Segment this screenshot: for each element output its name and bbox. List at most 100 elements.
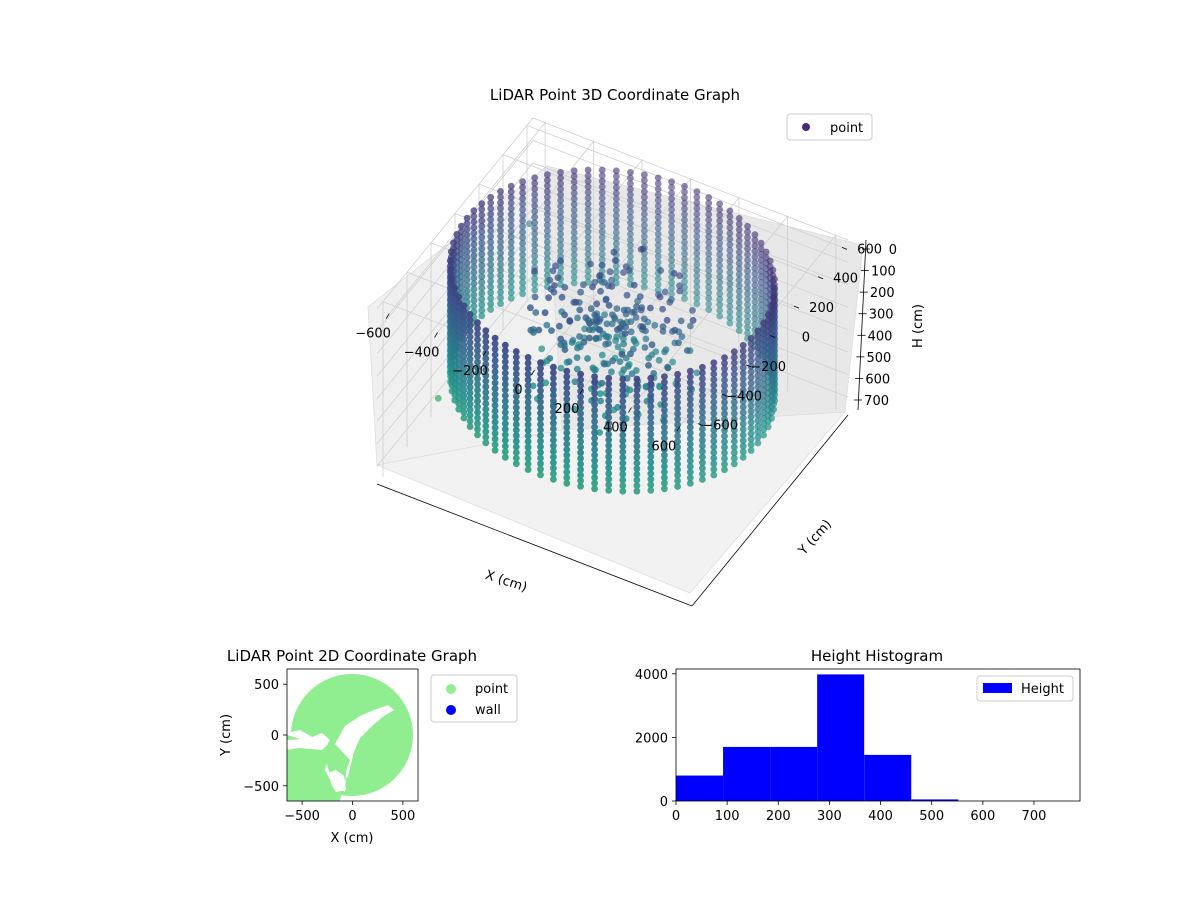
point-1286 <box>699 453 706 461</box>
point-911 <box>754 366 762 374</box>
point-1717 <box>524 387 532 395</box>
point-1412 <box>661 463 668 470</box>
point-919 <box>754 411 762 419</box>
point-1553 <box>482 383 490 391</box>
point-1312 <box>686 367 694 375</box>
point-1731 <box>524 466 532 473</box>
point-96 <box>705 261 713 269</box>
y-axis-line <box>691 414 849 607</box>
point-1437 <box>460 414 468 422</box>
point-807 <box>609 311 616 318</box>
y-tick-6 <box>841 246 848 250</box>
point-1438 <box>647 374 655 382</box>
point-34 <box>668 251 675 259</box>
point-1609 <box>591 390 598 397</box>
point-1479 <box>466 423 474 430</box>
point-335 <box>570 273 578 281</box>
point-44 <box>693 199 701 207</box>
point-918 <box>754 405 762 413</box>
point-914 <box>754 383 762 391</box>
point-156 <box>627 219 634 227</box>
point-1671 <box>512 359 520 367</box>
point-1514 <box>474 392 481 399</box>
point-361 <box>557 185 564 193</box>
hist-x-tick-label-2: 200 <box>766 809 791 824</box>
point-102 <box>705 295 713 302</box>
point-1329 <box>686 463 694 470</box>
point-830 <box>470 297 478 304</box>
point-975 <box>747 374 755 381</box>
point-1507 <box>474 352 481 360</box>
point-662 <box>487 233 495 241</box>
point-603 <box>497 266 504 274</box>
point-913 <box>754 377 762 385</box>
point-980 <box>747 402 755 409</box>
point-547 <box>507 255 515 263</box>
point-212 <box>735 220 743 228</box>
point-1629 <box>501 352 509 360</box>
point-988 <box>747 447 755 454</box>
point-1327 <box>686 451 694 459</box>
point-1587 <box>491 345 499 353</box>
point-1606 <box>591 373 598 380</box>
plot-area-2d <box>287 674 413 801</box>
point-1721 <box>524 410 532 417</box>
point-1395 <box>455 405 463 413</box>
point-579 <box>598 261 606 269</box>
point-316 <box>570 167 578 175</box>
point-1521 <box>474 431 481 439</box>
point-1212 <box>710 432 718 440</box>
point-477 <box>531 252 539 260</box>
point-862 <box>597 287 604 295</box>
point-1141 <box>527 326 535 334</box>
point-283 <box>584 217 592 224</box>
point-217 <box>735 248 743 256</box>
point-1413 <box>661 468 668 476</box>
point-835 <box>760 319 767 327</box>
point-891 <box>463 259 471 267</box>
point-1502 <box>474 324 481 332</box>
point-1210 <box>710 421 718 428</box>
point-348 <box>757 301 765 309</box>
point-65 <box>654 185 662 193</box>
point-1478 <box>466 417 474 425</box>
point-1537 <box>619 459 627 467</box>
point-271 <box>744 323 751 331</box>
point-1711 <box>524 354 532 361</box>
point-124 <box>641 277 648 285</box>
y-tick-label-4: 200 <box>809 301 834 316</box>
point-1168 <box>721 371 728 378</box>
point-1611 <box>591 401 598 408</box>
point-211 <box>735 215 743 222</box>
point-1489 <box>633 426 641 433</box>
point-362 <box>557 191 564 199</box>
point-1639 <box>501 409 509 416</box>
point-1067 <box>626 386 634 394</box>
y-tick-3 <box>769 335 776 338</box>
point-1194 <box>586 334 593 342</box>
point-198 <box>612 212 620 220</box>
point-1631 <box>501 364 509 371</box>
point-297 <box>751 242 759 250</box>
point-871 <box>554 274 562 281</box>
hist-x-tick-label-7: 700 <box>1022 809 1047 824</box>
point-849 <box>760 398 767 405</box>
point-1462 <box>466 327 474 335</box>
point-36 <box>668 262 675 270</box>
point-661 <box>487 227 495 235</box>
point-700 <box>631 337 638 345</box>
point-255 <box>744 234 751 241</box>
point-155 <box>627 213 634 221</box>
point-670 <box>487 278 495 285</box>
point-1417 <box>460 302 468 310</box>
point-1506 <box>474 347 481 355</box>
legend-3d-marker <box>802 123 810 131</box>
point-222 <box>735 276 743 284</box>
point-141 <box>716 284 724 292</box>
point-1583 <box>605 481 613 489</box>
point-739 <box>478 295 486 303</box>
histogram-bar-4 <box>864 754 912 801</box>
point-1313 <box>686 373 694 381</box>
point-669 <box>487 272 495 280</box>
